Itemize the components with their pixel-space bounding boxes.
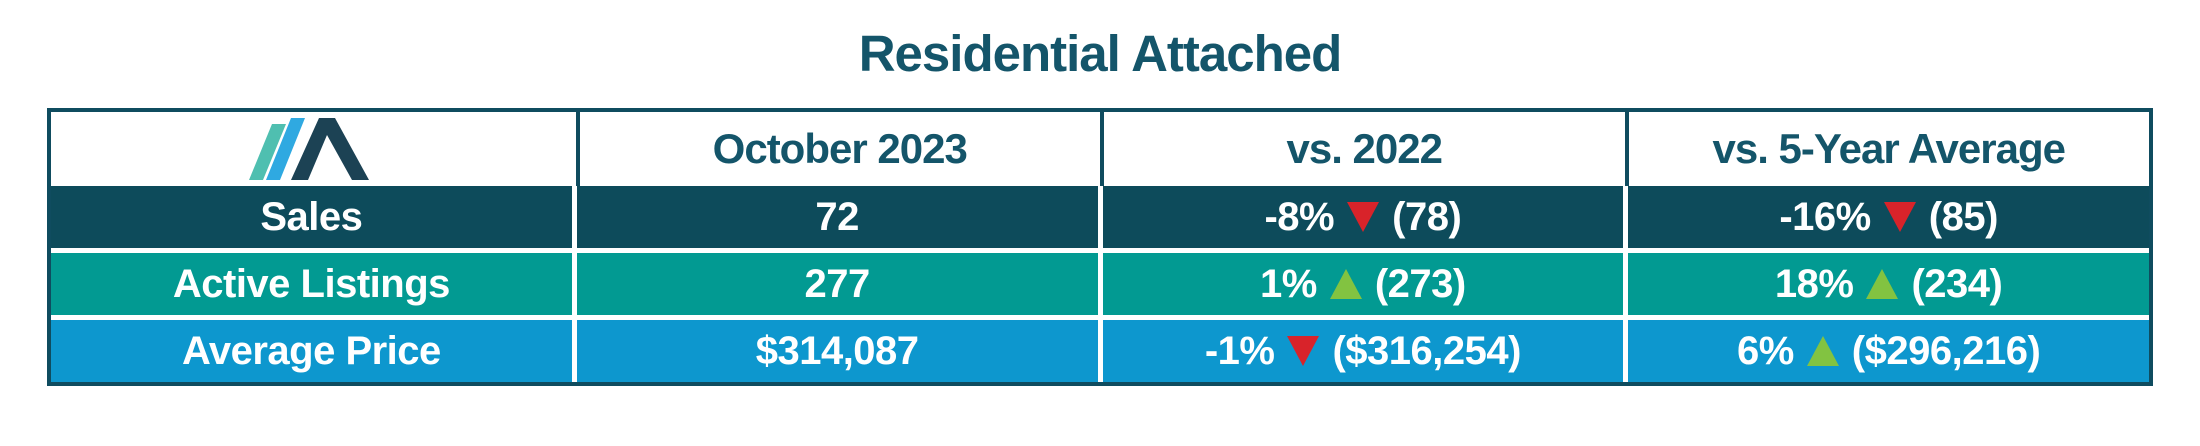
vs-2022-cell: 1% (273): [1102, 253, 1624, 315]
up-triangle-icon: [1329, 269, 1362, 299]
row-label: Sales: [51, 186, 572, 248]
column-header-vs-2022: vs. 2022: [1100, 112, 1625, 186]
column-header-vs-5-year-average: vs. 5-Year Average: [1624, 112, 2150, 186]
vs-5yr-cell: 6% ($296,216): [1628, 320, 2149, 382]
table-header-row: October 2023 vs. 2022 vs. 5-Year Average: [51, 112, 2149, 186]
table-row-sales: Sales 72 -8% (78) -16% (85): [51, 186, 2149, 248]
logo-cell: [51, 112, 576, 186]
change-pct: -8%: [1264, 194, 1335, 239]
vs-2022-cell: -1% ($316,254): [1102, 320, 1624, 382]
change-reference-value: (273): [1374, 261, 1466, 306]
vs-2022-cell: -8% (78): [1102, 186, 1624, 248]
change-reference-value: (78): [1392, 194, 1462, 239]
stats-table: October 2023 vs. 2022 vs. 5-Year Average…: [47, 108, 2153, 386]
vs-5yr-cell: 18% (234): [1628, 253, 2149, 315]
down-triangle-icon: [1883, 202, 1916, 232]
up-triangle-icon: [1866, 269, 1899, 299]
change-pct: -1%: [1204, 328, 1275, 373]
change-pct: 1%: [1260, 261, 1317, 306]
column-header-october-2023: October 2023: [575, 112, 1101, 186]
vs-5yr-cell: -16% (85): [1628, 186, 2149, 248]
page-title: Residential Attached: [858, 25, 1343, 82]
change-pct: -16%: [1779, 194, 1871, 239]
change-reference-value: (85): [1928, 194, 1999, 239]
table-row-active-listings: Active Listings 277 1% (273) 18% (234): [51, 253, 2149, 315]
table-row-average-price: Average Price $314,087 -1% ($316,254) 6%…: [51, 320, 2149, 382]
change-reference-value: (234): [1911, 261, 2003, 306]
row-label: Average Price: [51, 320, 572, 382]
down-triangle-icon: [1347, 202, 1380, 232]
mountain-peaks-logo-icon: [249, 118, 370, 180]
up-triangle-icon: [1806, 336, 1839, 366]
current-value: $314,087: [576, 320, 1098, 382]
change-pct: 18%: [1774, 261, 1854, 306]
row-label: Active Listings: [51, 253, 572, 315]
change-reference-value: ($296,216): [1851, 328, 2041, 373]
current-value: 277: [576, 253, 1098, 315]
change-reference-value: ($316,254): [1332, 328, 1521, 373]
down-triangle-icon: [1287, 336, 1320, 366]
current-value: 72: [576, 186, 1098, 248]
change-pct: 6%: [1736, 328, 1794, 373]
